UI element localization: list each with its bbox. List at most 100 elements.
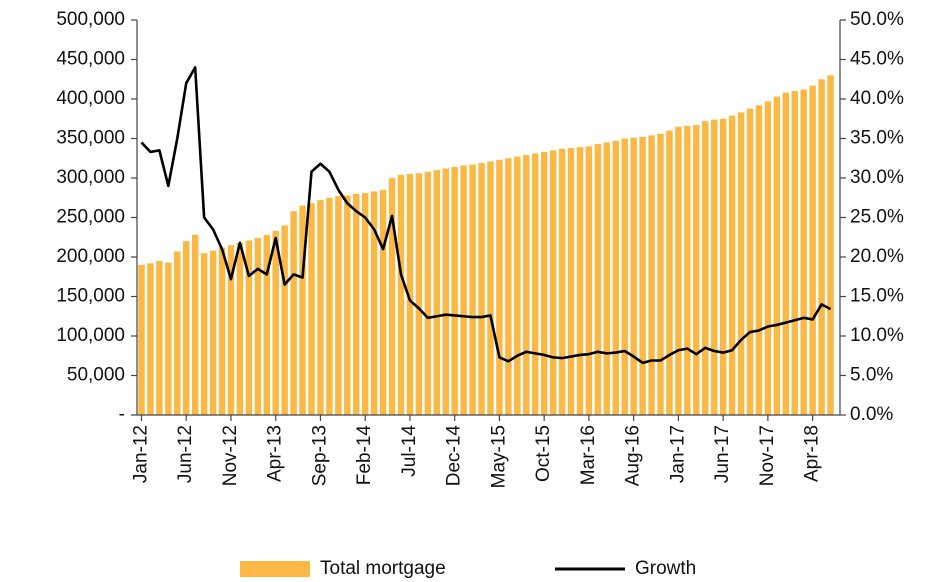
bar bbox=[603, 142, 611, 415]
bar bbox=[397, 174, 405, 415]
bar bbox=[370, 191, 378, 415]
bar bbox=[174, 251, 181, 415]
bar bbox=[496, 159, 503, 415]
bar bbox=[379, 189, 387, 415]
bar bbox=[272, 230, 279, 415]
bar bbox=[800, 89, 807, 416]
bar bbox=[809, 85, 816, 415]
bar bbox=[648, 135, 655, 415]
bar bbox=[344, 195, 351, 415]
bar bbox=[165, 262, 172, 415]
y-tick-label: 300,000 bbox=[56, 167, 125, 188]
legend-label: Total mortgage bbox=[320, 558, 446, 579]
y-tick-label: 200,000 bbox=[56, 246, 125, 267]
bar bbox=[460, 165, 467, 415]
bar bbox=[567, 147, 575, 416]
bar bbox=[281, 225, 288, 415]
bar bbox=[666, 130, 673, 415]
bar bbox=[657, 133, 664, 415]
bar bbox=[236, 242, 244, 415]
y-tick-label: 350,000 bbox=[56, 128, 125, 149]
bar bbox=[424, 171, 432, 415]
bar bbox=[478, 162, 485, 415]
bar bbox=[621, 138, 628, 415]
y-tick-label: - bbox=[119, 404, 125, 425]
x-tick-label: Jan-12 bbox=[130, 425, 151, 483]
bar bbox=[433, 170, 441, 415]
bar bbox=[827, 75, 834, 416]
y-tick-label: 500,000 bbox=[56, 9, 125, 30]
bar bbox=[147, 263, 154, 415]
bar bbox=[245, 240, 253, 415]
bar bbox=[361, 193, 369, 415]
bar bbox=[290, 211, 297, 415]
bar bbox=[335, 196, 342, 415]
y-tick-label: 150,000 bbox=[56, 286, 125, 307]
bar bbox=[549, 150, 557, 415]
y2-tick-label: 5.0% bbox=[850, 365, 893, 386]
y2-tick-label: 15.0% bbox=[850, 286, 904, 307]
bar bbox=[764, 101, 772, 416]
bar bbox=[209, 250, 217, 415]
y2-tick-label: 0.0% bbox=[850, 404, 893, 425]
y2-tick-label: 35.0% bbox=[850, 128, 904, 149]
bar bbox=[630, 137, 637, 415]
bar bbox=[675, 126, 682, 416]
x-tick-label: Jan-17 bbox=[667, 425, 688, 483]
bar bbox=[702, 121, 709, 416]
x-tick-label: Oct-15 bbox=[533, 425, 554, 482]
bar bbox=[540, 151, 548, 415]
bar bbox=[469, 164, 476, 415]
y2-tick-label: 10.0% bbox=[850, 325, 904, 346]
y-tick-label: 450,000 bbox=[56, 49, 125, 70]
bar bbox=[514, 156, 521, 416]
bar bbox=[326, 197, 333, 415]
bar bbox=[487, 161, 494, 415]
x-tick-label: Jun-12 bbox=[175, 425, 196, 483]
bar bbox=[138, 264, 145, 415]
x-tick-label: May-15 bbox=[488, 425, 509, 488]
y-tick-label: 400,000 bbox=[56, 88, 125, 109]
bar bbox=[227, 245, 235, 415]
bar bbox=[299, 205, 306, 415]
x-tick-label: Jun-17 bbox=[712, 425, 733, 483]
y-tick-label: 250,000 bbox=[56, 207, 125, 228]
y2-tick-label: 20.0% bbox=[850, 246, 904, 267]
bar bbox=[719, 118, 727, 415]
bar bbox=[442, 168, 449, 415]
legend-swatch bbox=[240, 561, 310, 577]
bar bbox=[639, 136, 646, 416]
bar bbox=[505, 158, 512, 415]
y2-tick-label: 50.0% bbox=[850, 9, 904, 30]
x-tick-label: Nov-17 bbox=[757, 425, 778, 486]
bar bbox=[182, 241, 190, 415]
x-tick-label: Aug-16 bbox=[623, 425, 644, 486]
bar bbox=[156, 260, 163, 415]
x-tick-label: Jul-14 bbox=[399, 425, 420, 477]
bar bbox=[218, 247, 226, 415]
bar bbox=[254, 238, 262, 415]
y2-tick-label: 30.0% bbox=[850, 167, 904, 188]
bar bbox=[191, 234, 199, 415]
bar bbox=[308, 203, 315, 415]
y2-tick-label: 45.0% bbox=[850, 49, 904, 70]
bar bbox=[523, 155, 530, 415]
bar bbox=[415, 173, 423, 415]
bar bbox=[737, 112, 745, 416]
bar bbox=[755, 105, 763, 415]
bar bbox=[558, 148, 566, 415]
x-tick-label: Sep-13 bbox=[309, 425, 330, 486]
x-tick-label: Dec-14 bbox=[444, 425, 465, 487]
x-tick-label: Mar-16 bbox=[578, 425, 599, 485]
bar bbox=[710, 119, 718, 415]
y-tick-label: 50,000 bbox=[67, 365, 125, 386]
bar bbox=[353, 193, 360, 415]
bar bbox=[773, 96, 781, 415]
bar bbox=[612, 140, 619, 415]
bar bbox=[576, 147, 584, 415]
bar bbox=[791, 91, 798, 415]
bar bbox=[388, 178, 396, 415]
x-tick-label: Nov-12 bbox=[220, 425, 241, 486]
y-tick-label: 100,000 bbox=[56, 325, 125, 346]
